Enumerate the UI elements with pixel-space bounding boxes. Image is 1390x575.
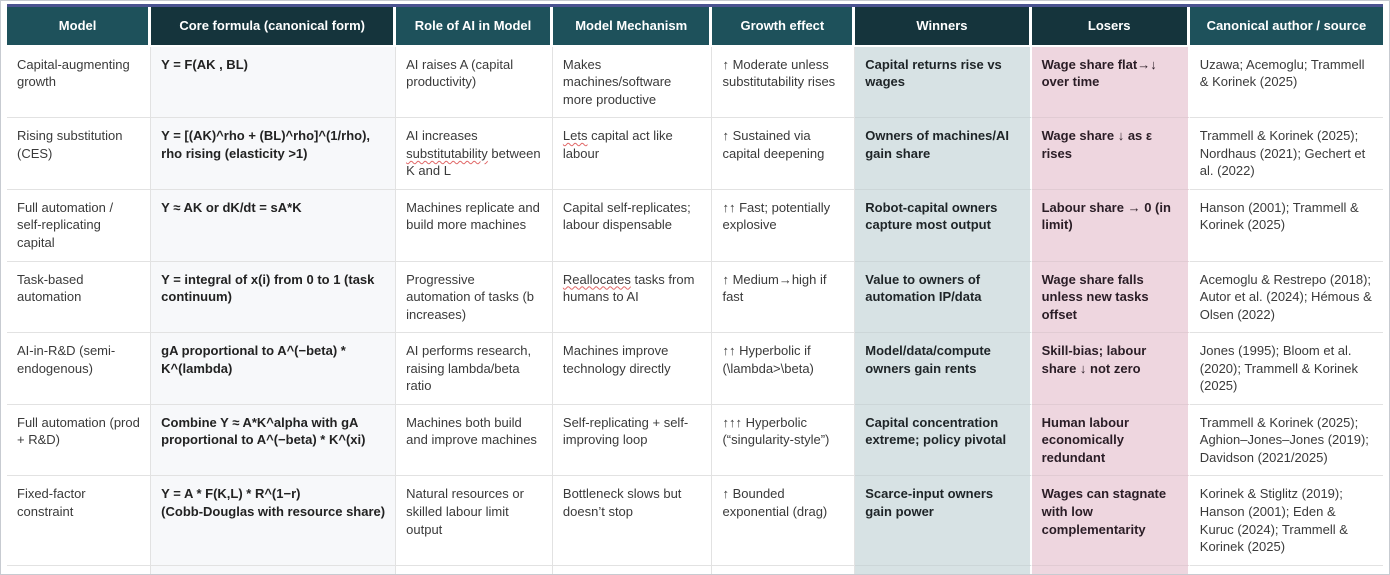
cell-role: Progressive automation of tasks (b incre… <box>396 261 553 334</box>
cell-mechanism: Lets capital act like labour <box>552 118 713 190</box>
table-row: Fixed-factor constraint Y = A * F(K,L) * … <box>7 476 1383 566</box>
table-row: Task-based automation Y = integral of x(i… <box>7 261 1383 334</box>
table-body: Capital-augmenting growth Y = F(AK , BL) A… <box>7 46 1383 574</box>
cell-winners: Model/data/compute owners gain rents <box>855 333 1032 405</box>
cell-model: Rising substitution (CES) <box>7 118 152 190</box>
cell-source: Hanson (2001); Trammell & Korinek (2025) <box>1189 189 1383 262</box>
cell-winners: Capital concentration extreme; policy pi… <box>855 404 1032 477</box>
header-row: Model Core formula (canonical form) Role o… <box>7 7 1383 47</box>
cell-mechanism: Bottleneck slows but doesn’t stop <box>552 476 713 566</box>
cell-formula: Combine Y ≈ A*K^alpha with gA proportion… <box>151 404 397 477</box>
cell-model: Full automation / self-replicating capit… <box>7 189 152 262</box>
cell-losers: Human labour economically redundant <box>1031 404 1190 477</box>
cell-formula: Y ≈ AK or dK/dt = sA*K <box>151 189 397 262</box>
cell-mechanism: Machines improve technology directly <box>552 333 713 405</box>
table-row: Full automation / self-replicating capit… <box>7 189 1383 262</box>
cell-winners: Capital returns rise vs wages <box>855 46 1032 119</box>
cell-formula: Y = integral of x(i) from 0 to 1 (task c… <box>151 261 397 334</box>
cell-model: AI-in-R&D (semi-endogenous) <box>7 333 152 405</box>
cell-winners: Robot-capital owners capture most output <box>855 189 1032 262</box>
column-header-losers: Losers <box>1031 7 1190 47</box>
cell-losers: Without ownership, labour loses share <box>1031 565 1190 574</box>
column-header-winners: Winners <box>855 7 1032 47</box>
cell-mechanism: Determines who earns “robot money” <box>552 565 713 574</box>
cell-source: Uzawa; Acemoglu; Trammell & Korinek (202… <box>1189 46 1383 119</box>
table-row: Full automation (prod + R&D) Combine Y ≈ … <box>7 404 1383 477</box>
cell-formula: No explicit formula (income-share framin… <box>151 565 397 574</box>
cell-source: Trammell & Korinek (2025); Aghion–Jones–… <box>1189 404 1383 477</box>
cell-role: Machines replicate and build more machin… <box>396 189 553 262</box>
cell-losers: Wages can stagnate with low complementar… <box>1031 476 1190 566</box>
cell-winners: Machine/algorithm owners accrue wealth <box>855 565 1032 574</box>
cell-formula: gA proportional to A^(−beta) * K^(lambda… <box>151 333 397 405</box>
spellcheck-underline: Lets <box>562 128 588 144</box>
cell-source: Acemoglu & Restrepo (2018); Autor et al.… <box>1189 261 1383 334</box>
cell-growth: ↑↑ Hyperbolic if (\lambda>\beta) <box>712 333 856 405</box>
cell-role: Machines both build and improve machines <box>396 404 553 477</box>
cell-growth: ↑ Bounded exponential (drag) <box>712 476 856 566</box>
cell-growth: ↑ Sustained via capital deepening <box>712 118 856 190</box>
cell-growth: ↑ Moderate unless substitutability rises <box>712 46 856 119</box>
table-row: Ownership & distribution lensNo explicit… <box>7 565 1383 574</box>
cell-growth: ↑ Medium→high if fast <box>712 261 856 334</box>
cell-formula: Y = A * F(K,L) * R^(1−r) (Cobb-Douglas w… <box>151 476 397 566</box>
cell-source: Trammell & Korinek (2025); Nordhaus (202… <box>1189 118 1383 190</box>
cell-model: Task-based automation <box>7 261 152 334</box>
cell-growth: ↑↑ Fast; potentially explosive <box>712 189 856 262</box>
cell-role: Capital deepening and automation <box>396 565 553 574</box>
cell-losers: Labour share → 0 (in limit) <box>1031 189 1190 262</box>
table-row: AI-in-R&D (semi-endogenous) gA proportion… <box>7 333 1383 405</box>
table-row: Rising substitution (CES) Y = [(AK)^rho +… <box>7 118 1383 190</box>
spellcheck-underline: substitutability <box>406 145 488 161</box>
cell-model: Full automation (prod + R&D) <box>7 404 152 477</box>
cell-mechanism: Self-replicating + self-improving loop <box>552 404 713 477</box>
column-header-model: Model <box>7 7 152 47</box>
cell-role: AI performs research, raising lambda/bet… <box>396 333 553 405</box>
ai-growth-models-table: Model Core formula (canonical form) Role o… <box>7 4 1383 574</box>
cell-winners: Scarce-input owners gain power <box>855 476 1032 566</box>
cell-formula: Y = [(AK)^rho + (BL)^rho]^(1/rho), rho r… <box>151 118 397 190</box>
cell-losers: Skill-bias; labour share ↓ not zero <box>1031 333 1190 405</box>
column-header-canonical-author-source: Canonical author / source <box>1189 7 1383 47</box>
cell-model: Ownership & distribution lens <box>7 565 152 574</box>
column-header-role-of-ai-in-model: Role of AI in Model <box>396 7 553 47</box>
cell-role: AI raises A (capital productivity) <box>396 46 553 119</box>
cell-growth: Growth ↑ but unequal <box>712 565 856 574</box>
spellcheck-underline: Reallocates <box>562 271 631 287</box>
cell-source: Korinek & Stiglitz (2019); Hanson (2001)… <box>1189 476 1383 566</box>
cell-role: Natural resources or skilled labour limi… <box>396 476 553 566</box>
cell-source: Piketty (2014); Korinek & Lockwood (2025… <box>1189 565 1383 574</box>
table-row: Capital-augmenting growth Y = F(AK , BL) A… <box>7 46 1383 119</box>
column-header-core-formula-canonical-form: Core formula (canonical form) <box>151 7 397 47</box>
cell-winners: Value to owners of automation IP/data <box>855 261 1032 334</box>
column-header-growth-effect: Growth effect <box>712 7 856 47</box>
cell-mechanism: Reallocates tasks from humans to AI <box>552 261 713 334</box>
cell-model: Capital-augmenting growth <box>7 46 152 119</box>
column-header-model-mechanism: Model Mechanism <box>552 7 713 47</box>
cell-losers: Wage share flat→↓ over time <box>1031 46 1190 119</box>
cell-mechanism: Capital self-replicates; labour dispensa… <box>552 189 713 262</box>
cell-winners: Owners of machines/AI gain share <box>855 118 1032 190</box>
cell-model: Fixed-factor constraint <box>7 476 152 566</box>
cell-role: AI increases substitutability between K … <box>396 118 553 190</box>
cell-formula: Y = F(AK , BL) <box>151 46 397 119</box>
cell-growth: ↑↑↑ Hyperbolic (“singularity-style”) <box>712 404 856 477</box>
cell-source: Jones (1995); Bloom et al. (2020); Tramm… <box>1189 333 1383 405</box>
cell-losers: Wage share ↓ as ε rises <box>1031 118 1190 190</box>
cell-mechanism: Makes machines/software more productive <box>552 46 713 119</box>
cell-losers: Wage share falls unless new tasks offset <box>1031 261 1190 334</box>
